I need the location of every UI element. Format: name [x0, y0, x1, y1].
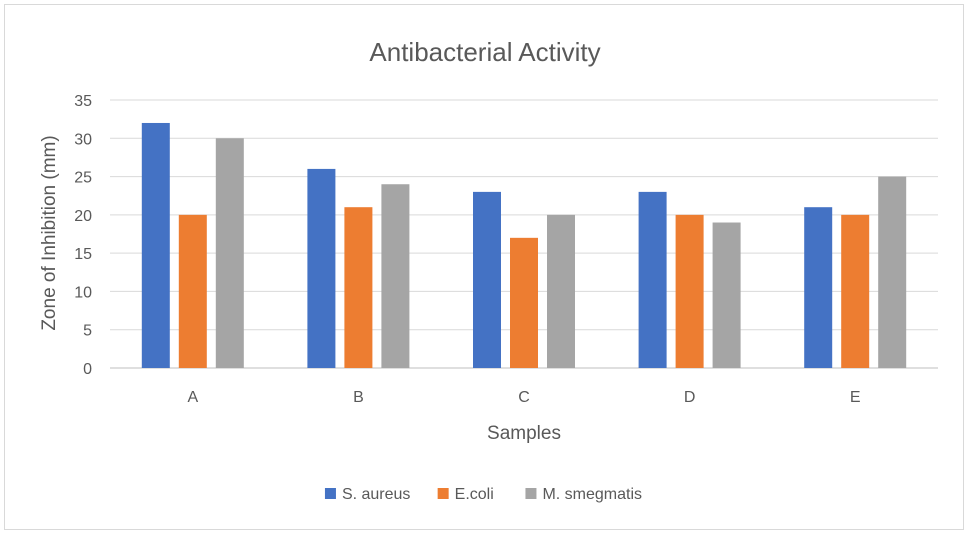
bar-A-s-aureus	[141, 122, 170, 368]
bar-D-e-coli	[675, 214, 704, 368]
x-tick-label: C	[518, 389, 530, 406]
bar-B-m-smegmatis	[381, 184, 410, 368]
y-tick-label: 15	[74, 246, 92, 263]
bar-B-s-aureus	[307, 168, 336, 368]
bar-B-e-coli	[344, 207, 373, 368]
gridlines	[110, 99, 938, 369]
y-tick-label: 25	[74, 170, 92, 187]
chart-title: Antibacterial Activity	[369, 37, 600, 67]
legend-swatch	[437, 488, 449, 499]
y-tick-label: 10	[74, 284, 92, 301]
x-axis-title: Samples	[487, 423, 561, 444]
bars	[141, 122, 907, 368]
legend-swatch	[324, 488, 336, 499]
bar-D-s-aureus	[638, 191, 667, 368]
bar-D-m-smegmatis	[712, 222, 741, 368]
x-tick-label: D	[684, 389, 696, 406]
y-tick-label: 30	[74, 131, 92, 148]
bar-A-e-coli	[178, 214, 207, 368]
y-tick-label: 5	[83, 323, 92, 340]
bar-A-m-smegmatis	[215, 138, 244, 368]
bar-C-m-smegmatis	[547, 214, 575, 368]
x-tick-label: A	[187, 389, 198, 406]
bar-C-s-aureus	[473, 191, 501, 368]
y-tick-label: 0	[83, 361, 92, 378]
bar-E-e-coli	[841, 214, 870, 368]
legend-label: E.coli	[455, 486, 494, 503]
legend: S. aureus E.coli M. smegmatis	[324, 486, 642, 503]
y-axis-title: Zone of Inhibition (mm)	[39, 135, 60, 330]
y-axis-ticks: 0 5 10 15 20 25 30 35	[74, 93, 92, 378]
bar-E-m-smegmatis	[878, 176, 907, 368]
legend-label: S. aureus	[342, 486, 410, 503]
y-tick-label: 20	[74, 208, 92, 225]
bar-C-e-coli	[510, 237, 538, 368]
legend-swatch	[525, 488, 537, 499]
y-tick-label: 35	[74, 93, 92, 110]
x-tick-label: B	[353, 389, 364, 406]
bar-E-s-aureus	[804, 207, 833, 368]
legend-label: M. smegmatis	[542, 486, 642, 503]
x-tick-label: E	[850, 389, 861, 406]
x-axis-ticks: A B C D E	[187, 389, 860, 406]
